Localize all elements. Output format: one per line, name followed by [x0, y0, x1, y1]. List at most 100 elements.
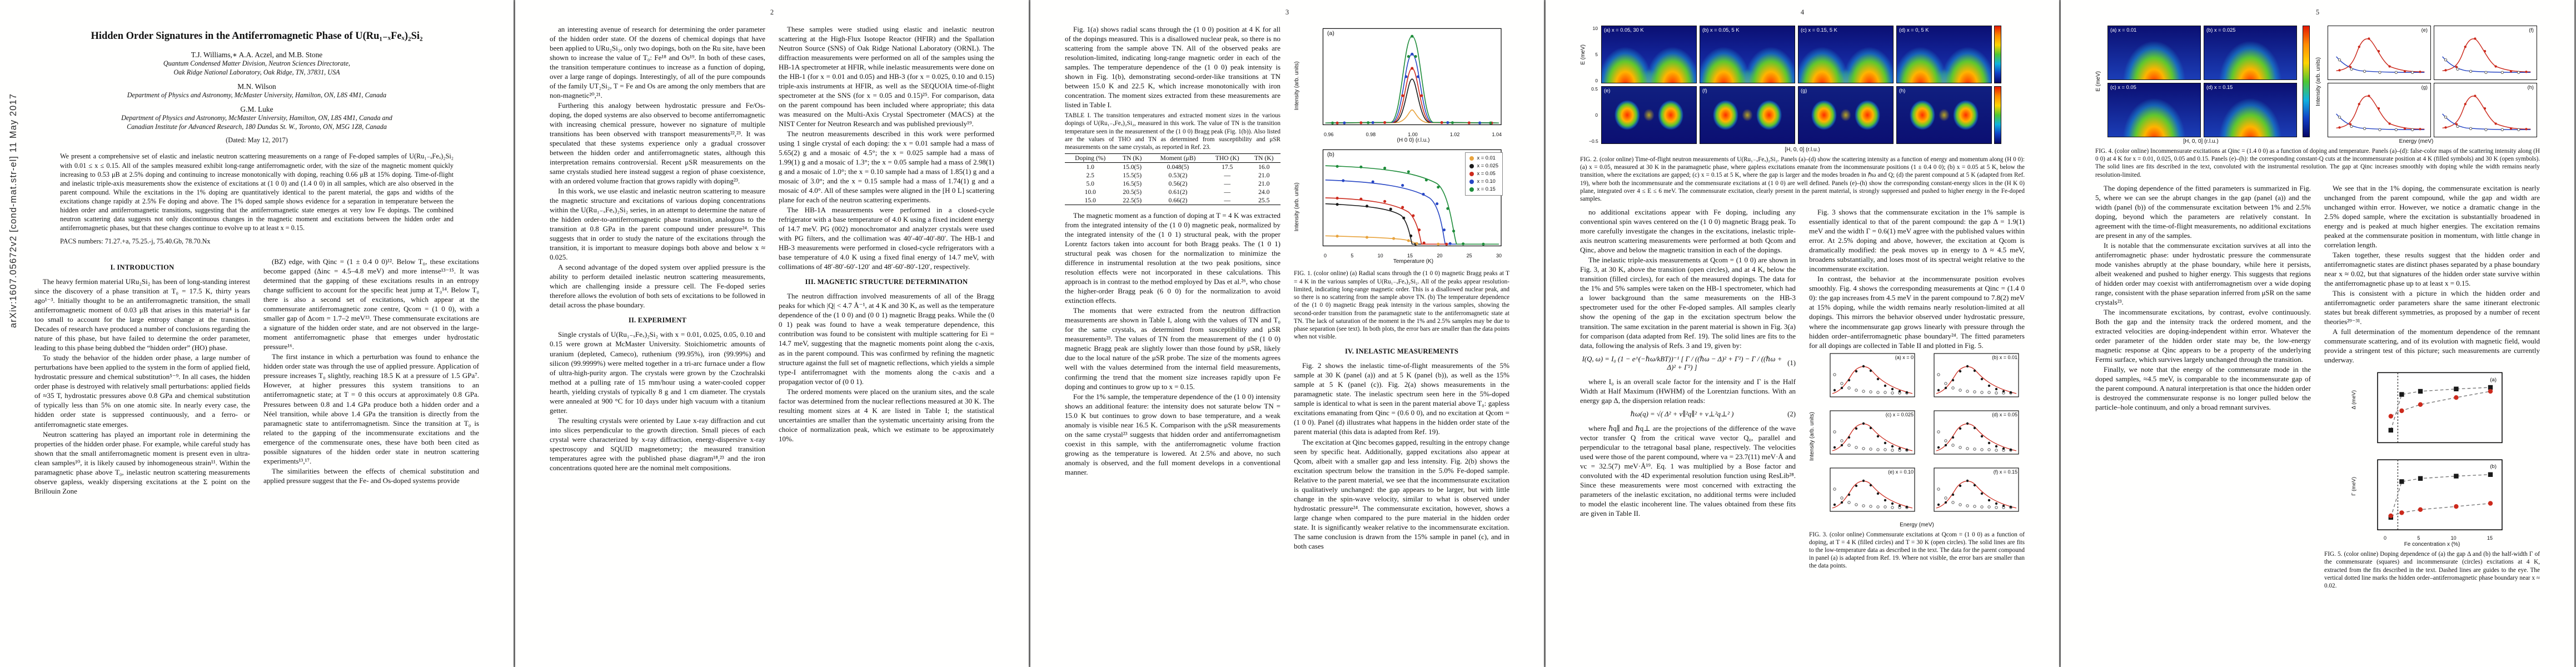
tick-label: 30: [1496, 253, 1502, 259]
body-paragraph: The ordered moments were placed on the u…: [779, 387, 994, 443]
colorbar: [2303, 26, 2310, 137]
body-paragraph: Fig. 3 shows that the commensurate excit…: [1809, 208, 2025, 273]
fig3-panel: (b) x = 0.01: [1921, 351, 2023, 407]
legend-swatch-x001: [1469, 156, 1474, 161]
table-cell: —: [1207, 196, 1248, 206]
page5-columns: The doping dependence of the fitted para…: [2095, 183, 2540, 594]
body-paragraph: The neutron diffraction involved measure…: [779, 292, 994, 386]
tick-label: 0.98: [1366, 132, 1376, 138]
heatmap-panel: (b) x = 0.05, 5 K: [1700, 26, 1795, 83]
fig5-incommensurate-circles: [2388, 389, 2493, 519]
fig4-xlabels: [H, 0, 0] (r.l.u.) Energy (meV): [2095, 138, 2540, 145]
table-row: 5.0 16.5(5) 0.56(2) — 21.0: [1065, 180, 1280, 188]
legend-label: x = 0.10: [1477, 178, 1496, 185]
fig4-cut-panel: (h): [2434, 83, 2537, 137]
table-1-caption: TABLE I. The transition temperatures and…: [1065, 112, 1280, 151]
table-cell: 10.0: [1084, 188, 1096, 196]
author-line-3: G.M. Luke: [240, 104, 273, 113]
body-paragraph: The first instance in which a perturbati…: [263, 352, 479, 465]
fig4-open-markers-30K: [2444, 58, 2520, 74]
table-row: 10.0 20.5(5) 0.61(2) — 24.0: [1065, 188, 1280, 196]
page1-column-left: I. INTRODUCTION The heavy fermion materi…: [34, 257, 250, 496]
page1-columns: I. INTRODUCTION The heavy fermion materi…: [34, 257, 479, 496]
tick-label: 0: [1595, 78, 1598, 83]
page2-columns: an interesting avenue of research for de…: [550, 24, 994, 473]
table-cell: —: [1224, 172, 1230, 180]
fig3-filled-circles-4K: [1937, 365, 2012, 394]
fig1-panel-a-plot: [1322, 28, 1502, 126]
paragraph-group: The heavy fermion material URu₂Si₂ has b…: [34, 277, 250, 495]
equation-1-body: I(Q, ω) = I₀ (1 − e^(−ℏω/kBT))⁻¹ [ Γ / (…: [1582, 355, 1782, 371]
legend-swatch-x005: [1469, 172, 1474, 177]
fig3-panel-plot: [1934, 467, 2019, 512]
fig1-panel-b-label: (b): [1327, 151, 1334, 158]
fig1-panel-b: Intensity (arb. units): [1294, 147, 1509, 267]
body-paragraph: The similarities between the effects of …: [263, 466, 479, 485]
legend-label: x = 0.025: [1477, 163, 1498, 169]
paragraph-group: We see that in the 1% doping, the commen…: [2324, 183, 2540, 365]
table-cell: 0.048(5): [1167, 163, 1189, 171]
page-1: arXiv:1607.05672v2 [cond-mat.str-el] 11 …: [0, 0, 514, 667]
fig4-xlabel-left: [H, 0, 0] (r.l.u.): [2183, 138, 2219, 145]
fig1-ylabel-a: Intensity (arb. units): [1294, 61, 1300, 111]
fig2-row-1: E (meV) 10 5 0 (a) x = 0.05, 30 K (b) x = 0…: [1580, 26, 2025, 83]
page3-columns: Fig. 1(a) shows radial scans through the…: [1065, 24, 1509, 551]
table-cell: 0.66(2): [1148, 196, 1207, 206]
table-cell: 2.5: [1086, 172, 1094, 180]
fig1b-markers-x015: [1336, 165, 1485, 246]
heatmap-panel: (a) x = 0.01: [2107, 26, 2201, 80]
page1-column-right: (BZ) edge, with Qinc = (1 ± 0.4 0 0)¹². …: [263, 257, 479, 496]
legend-label: x = 0.05: [1477, 171, 1496, 177]
heatmap-panel-label: (a) x = 0.01: [2110, 27, 2137, 33]
legend-entry: x = 0.05: [1469, 170, 1498, 178]
fig1a-markers-x015: [1331, 34, 1492, 125]
page-number: 5: [2315, 8, 2320, 16]
heatmap-panel-label: (c) x = 0.05: [2110, 84, 2136, 90]
heatmap-panel-label: (f): [1702, 88, 1707, 93]
heatmap-panel-label: (b) x = 0.05, 5 K: [1702, 27, 1740, 33]
fig1-panel-b-area: (b) x = 0.01 x = 0.025 x = 0.05 x = 0.10…: [1302, 147, 1509, 267]
heatmap-panel: (e): [1601, 86, 1697, 144]
body-paragraph: The moments that were extracted from the…: [1065, 306, 1280, 391]
fig3-panel: (d) x = 0.05: [1921, 409, 2023, 464]
body-paragraph: We see that in the 1% doping, the commen…: [2324, 183, 2540, 249]
fig4-cut-panel-label: (f): [2529, 27, 2534, 33]
legend-entry: x = 0.10: [1469, 178, 1498, 186]
table-cell: 21.0: [1258, 180, 1270, 188]
page2-column-right: These samples were studied using elastic…: [779, 24, 994, 473]
fig3-open-circles-30K: [1937, 430, 2012, 452]
affiliation-3-line-2: Canadian Institute for Advanced Research…: [127, 122, 387, 131]
fig5-xlabel: Fe concentration x (%): [2404, 541, 2460, 548]
paragraph-group: Single crystals of U(Ru₁₋ₓFeₓ)₂Si₂ with …: [550, 330, 765, 472]
fig2-yticks-row1: 10 5 0: [1589, 26, 1599, 83]
fig3-filled-circles-4K: [1937, 479, 2012, 508]
affiliation-2: Department of Physics and Astronomy, McM…: [127, 91, 387, 99]
tick-label: 25: [1466, 253, 1472, 259]
fig1b-markers-x001: [1336, 235, 1440, 246]
body-paragraph: where I₀ is an overall scale factor for …: [1580, 377, 1796, 405]
heatmap-panel-label: (b) x = 0.025: [2206, 27, 2236, 33]
fig3-filled-circles-4K: [1833, 365, 1909, 394]
arxiv-watermark: arXiv:1607.05672v2 [cond-mat.str-el] 11 …: [8, 93, 18, 328]
table-cell: 20.5(5): [1123, 188, 1142, 196]
section-heading-introduction: I. INTRODUCTION: [110, 263, 175, 272]
heatmap-panel-label: (e): [1604, 88, 1611, 93]
table-cell: 24.0: [1258, 188, 1270, 196]
body-paragraph: Taken together, these results suggest th…: [2324, 250, 2540, 288]
fig4-cut-plot: [2336, 94, 2425, 131]
page-number: 2: [770, 8, 774, 16]
fig3-panel-label: (d) x = 0.05: [1992, 411, 2017, 417]
fig4-xlabel-right: Energy (meV): [2399, 138, 2434, 145]
figure-3: Intensity (arb. units) (a) x = 0: [1809, 351, 2025, 570]
table-cell: 17.5: [1222, 163, 1233, 171]
heatmap-panel-label: (d) x = 0, 5 K: [1899, 27, 1929, 33]
table-1-head: Doping (%) TN (K) Moment (μB) THO (K) TN (K): [1065, 153, 1280, 163]
table-cell: 15.0(5): [1123, 163, 1142, 171]
page4-column-right: Fig. 3 shows that the commensurate excit…: [1809, 207, 2025, 574]
heatmap-panel: (c) x = 0.15, 5 K: [1798, 26, 1894, 83]
fig2-xlabel: [H, 0, 0] (r.l.u.): [1785, 147, 1820, 153]
table-cell: 21.0: [1258, 172, 1270, 180]
table-cell: 16.5(5): [1123, 180, 1142, 188]
table-cell: 16.0: [1258, 163, 1270, 171]
